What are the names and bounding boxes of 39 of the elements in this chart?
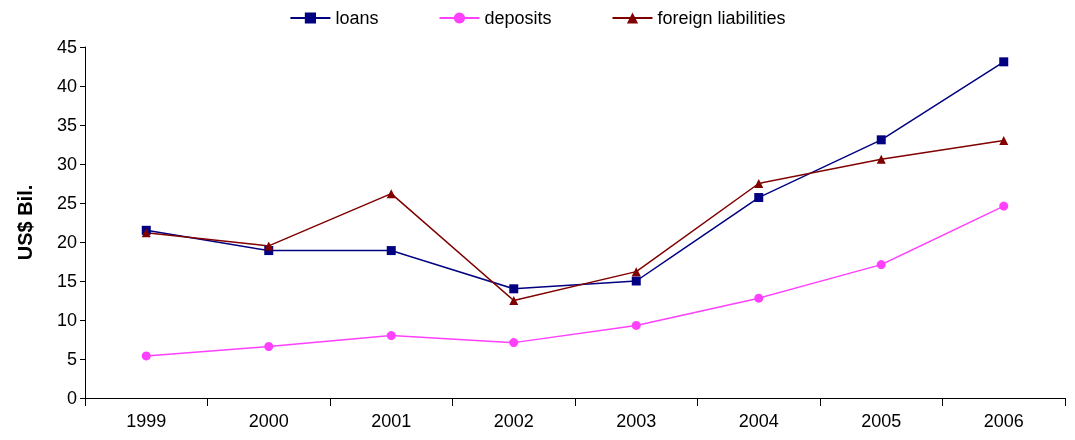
- y-tick-label: 45: [56, 37, 77, 57]
- point: [754, 293, 764, 303]
- point: [876, 135, 886, 145]
- legend-label: loans: [335, 8, 379, 28]
- point: [141, 351, 151, 361]
- point: [386, 331, 396, 341]
- x-tick-label: 2001: [371, 411, 412, 431]
- y-tick-label: 10: [56, 310, 77, 330]
- point: [509, 338, 519, 348]
- y-tick-label: 25: [56, 193, 77, 213]
- y-tick-label: 0: [66, 388, 77, 408]
- point: [876, 154, 886, 164]
- x-tick-label: 2004: [738, 411, 779, 431]
- y-tick-label: 35: [56, 115, 77, 135]
- legend-label: foreign liabilities: [657, 8, 786, 28]
- x-tick-label: 2006: [983, 411, 1024, 431]
- point: [509, 296, 519, 305]
- x-tick-label: 2002: [493, 411, 534, 431]
- y-tick-label: 20: [56, 232, 77, 252]
- point: [631, 320, 641, 330]
- point: [754, 179, 764, 188]
- x-tick-label: 2003: [616, 411, 657, 431]
- point: [386, 246, 396, 256]
- point: [754, 193, 764, 203]
- point: [509, 284, 519, 294]
- legend-label: deposits: [484, 8, 552, 28]
- point: [631, 276, 641, 286]
- point: [876, 260, 886, 270]
- x-tick-label: 1999: [126, 411, 167, 431]
- point: [999, 201, 1009, 211]
- y-tick-label: 5: [66, 349, 77, 369]
- y-tick-label: 15: [56, 271, 77, 291]
- point: [264, 342, 274, 352]
- y-axis-title: US$ Bil.: [14, 184, 36, 261]
- y-tick-label: 40: [56, 76, 77, 96]
- y-tick-label: 30: [56, 154, 77, 174]
- x-tick-label: 2000: [248, 411, 289, 431]
- point: [999, 57, 1009, 67]
- x-tick-label: 2005: [861, 411, 902, 431]
